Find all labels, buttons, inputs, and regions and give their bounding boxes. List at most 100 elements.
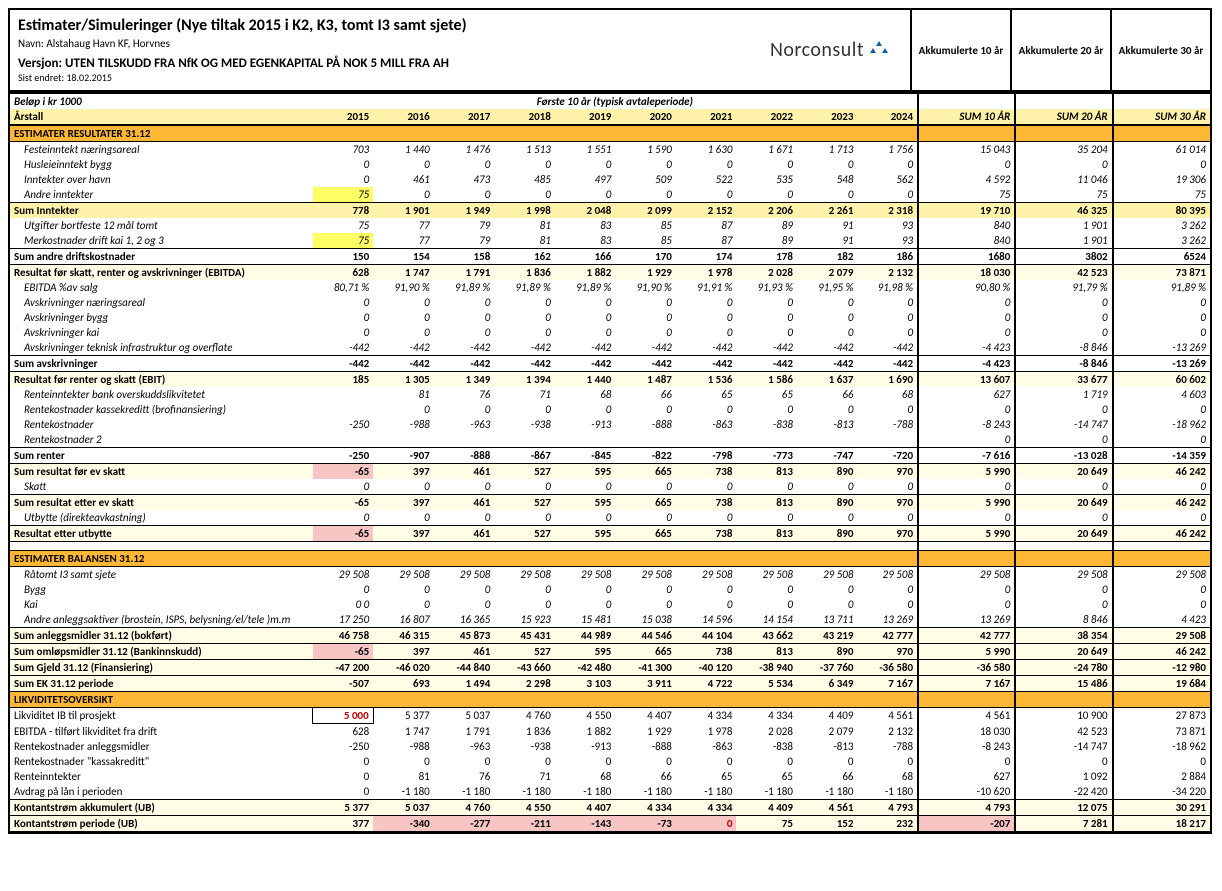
data-cell: 91,95 % — [797, 280, 858, 295]
data-cell: -1 180 — [797, 784, 858, 800]
data-cell: 813 — [736, 464, 797, 480]
sum-cell: 0 — [918, 510, 1015, 526]
data-cell: 0 — [434, 582, 495, 597]
data-cell: 5 377 — [373, 708, 434, 724]
data-cell: 1 586 — [736, 372, 797, 388]
data-cell: 91,90 % — [615, 280, 676, 295]
data-cell: 497 — [555, 172, 616, 187]
data-cell: -442 — [555, 356, 616, 372]
table-row: Resultat før skatt, renter og avskrivnin… — [10, 265, 1210, 281]
row-label: Renteinntekter — [10, 769, 313, 784]
data-cell: -863 — [676, 739, 737, 754]
akk-20: Akkumulerte 20 år — [1010, 10, 1110, 90]
table-row: Utgifter bortfeste 12 mål tomt7577798183… — [10, 218, 1210, 233]
sum-cell: 1 901 — [1015, 218, 1112, 233]
sum-cell: 91,89 % — [1113, 280, 1210, 295]
data-cell: 0 — [434, 187, 495, 203]
sum-cell: 11 046 — [1015, 172, 1112, 187]
data-cell: 522 — [676, 172, 737, 187]
table-row: Sum EK 31.12 periode-5076931 4942 2983 1… — [10, 676, 1210, 692]
data-cell: 81 — [494, 218, 555, 233]
table-row: Sum avskrivninger-442-442-442-442-442-44… — [10, 356, 1210, 372]
data-cell: 0 — [615, 187, 676, 203]
sum-cell: 0 — [918, 157, 1015, 172]
sum-cell: 4 603 — [1113, 387, 1210, 402]
data-cell: 0 — [313, 310, 374, 325]
sum-cell: -8 846 — [1015, 340, 1112, 356]
table-row: EBITDA - tilført likviditet fra drift628… — [10, 724, 1210, 740]
data-cell: -442 — [434, 340, 495, 356]
data-cell: 0 — [676, 510, 737, 526]
title: Estimater/Simuleringer (Nye tiltak 2015 … — [18, 16, 742, 35]
data-cell: 75 — [313, 187, 374, 203]
data-cell: 15 481 — [555, 612, 616, 628]
sum-cell: 0 — [918, 310, 1015, 325]
data-cell: 595 — [555, 644, 616, 660]
sum-cell: -36 580 — [918, 660, 1015, 676]
sum-cell: 1 092 — [1015, 769, 1112, 784]
sum-cell: -34 220 — [1113, 784, 1210, 800]
logo-icon — [868, 38, 890, 63]
data-cell: -888 — [615, 739, 676, 754]
data-cell: 2 206 — [736, 203, 797, 219]
data-cell: 0 — [736, 402, 797, 417]
data-cell: 0 — [434, 157, 495, 172]
data-cell: 1 791 — [434, 265, 495, 281]
data-cell: -773 — [736, 448, 797, 464]
data-cell: -720 — [857, 448, 918, 464]
data-cell: 397 — [373, 464, 434, 480]
data-cell: -1 180 — [857, 784, 918, 800]
sum-cell: 5 990 — [918, 526, 1015, 542]
sum-cell: 0 — [1015, 325, 1112, 340]
data-cell: 91,90 % — [373, 280, 434, 295]
sum-cell: 3802 — [1015, 249, 1112, 265]
data-cell: 44 104 — [676, 628, 737, 644]
data-cell: 0 — [313, 784, 374, 800]
data-cell: -963 — [434, 417, 495, 432]
sum-cell: 3 262 — [1113, 218, 1210, 233]
data-cell: -822 — [615, 448, 676, 464]
data-cell: -340 — [373, 816, 434, 832]
sum-cell: 627 — [918, 769, 1015, 784]
sum-cell: 19 684 — [1113, 676, 1210, 692]
sum-cell: 75 — [1015, 187, 1112, 203]
data-cell: -888 — [434, 448, 495, 464]
sum-cell: 75 — [918, 187, 1015, 203]
data-cell: -250 — [313, 739, 374, 754]
row-label: Kontantstrøm periode (UB) — [10, 816, 313, 832]
sum-cell: 13 269 — [918, 612, 1015, 628]
data-cell: 0 — [313, 157, 374, 172]
data-cell: -913 — [555, 739, 616, 754]
data-cell: 0 — [736, 597, 797, 612]
data-cell: -442 — [736, 340, 797, 356]
data-cell: 0 — [434, 754, 495, 769]
data-cell: 4 334 — [676, 800, 737, 816]
data-cell: 1 791 — [434, 724, 495, 740]
last-changed: Sist endret: 18.02.2015 — [18, 71, 742, 84]
data-cell: 0 — [555, 479, 616, 495]
data-cell: 890 — [797, 644, 858, 660]
sum-cell: 60 602 — [1113, 372, 1210, 388]
table-row: Avskrivninger kai0000000000000 — [10, 325, 1210, 340]
data-cell: 182 — [797, 249, 858, 265]
table-row: Råtomt I3 samt sjete29 50829 50829 50829… — [10, 567, 1210, 583]
table-row: Kontantstrøm akkumulert (UB)5 3775 0374 … — [10, 800, 1210, 816]
data-cell: 66 — [797, 769, 858, 784]
sum-cell: 627 — [918, 387, 1015, 402]
row-label: Rentekostnader 2 — [10, 432, 313, 448]
data-cell: 29 508 — [313, 567, 374, 583]
sum-cell: 19 710 — [918, 203, 1015, 219]
sum-cell: 0 — [1113, 295, 1210, 310]
data-cell: 91,89 % — [494, 280, 555, 295]
row-label: Renteinntekter bank overskuddslikvitetet — [10, 387, 313, 402]
data-cell: 527 — [494, 495, 555, 511]
data-cell: 0 — [797, 479, 858, 495]
sum-cell: 38 354 — [1015, 628, 1112, 644]
data-cell: -788 — [857, 417, 918, 432]
data-cell: 970 — [857, 644, 918, 660]
data-cell: 0 — [373, 310, 434, 325]
data-cell: 0 — [857, 754, 918, 769]
data-cell: 91,91 % — [676, 280, 737, 295]
sum-header: SUM 30 ÅR — [1113, 109, 1210, 125]
data-cell: 0 — [857, 597, 918, 612]
